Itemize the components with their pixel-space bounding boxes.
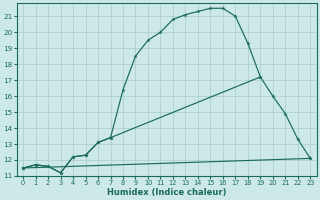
X-axis label: Humidex (Indice chaleur): Humidex (Indice chaleur) (107, 188, 227, 197)
